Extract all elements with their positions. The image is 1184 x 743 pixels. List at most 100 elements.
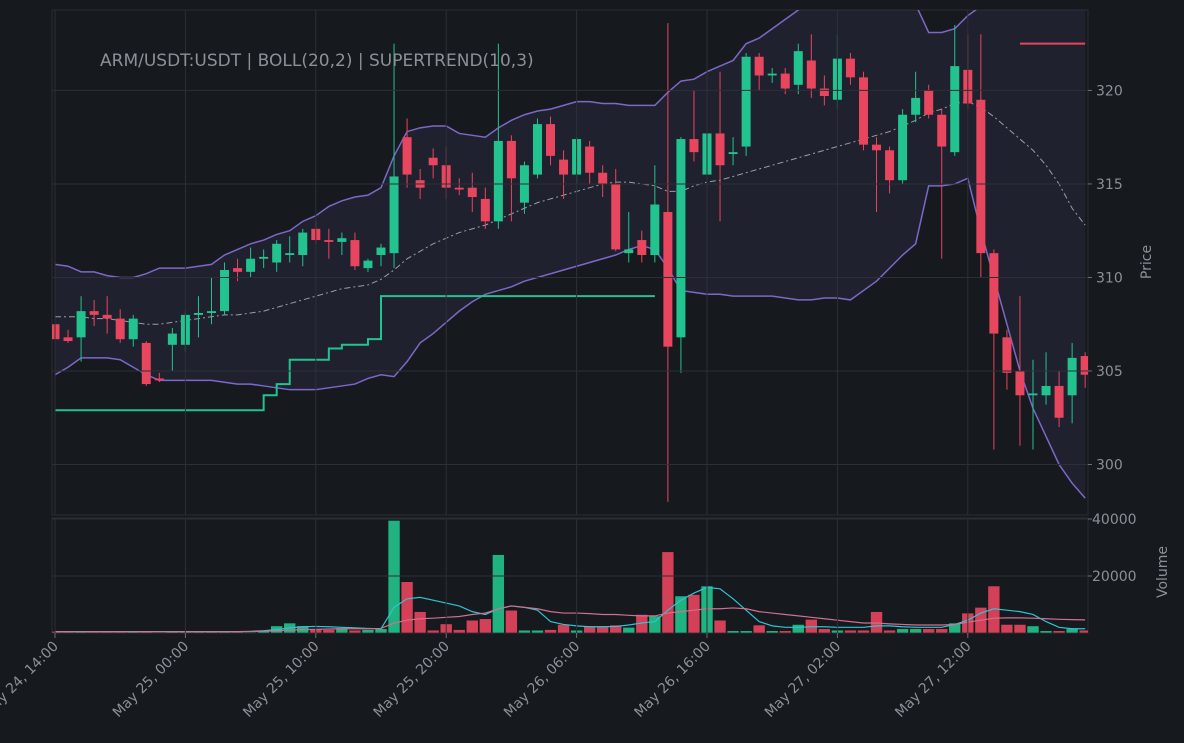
candle-body [1067, 357, 1077, 396]
candle-body [637, 240, 647, 256]
candle-body [428, 157, 438, 166]
volume-bar [818, 628, 831, 633]
candle-body [506, 140, 516, 179]
volume-bar [844, 629, 857, 633]
y-tick-label: 300 [1096, 458, 1123, 474]
candle-body [89, 311, 99, 315]
volume-ma-slow [55, 605, 1086, 633]
volume-bar [452, 629, 466, 633]
candle-body [976, 99, 986, 254]
candle-body [754, 56, 764, 76]
candle-body [337, 238, 347, 242]
volume-bar [557, 624, 570, 633]
candle-body [793, 51, 803, 85]
volume-bar [791, 624, 805, 633]
candle-body [363, 260, 373, 269]
volume-bar [361, 629, 375, 633]
candle-body [845, 58, 855, 78]
volume-bar [413, 611, 427, 633]
volume-bar [752, 624, 766, 633]
candle-body [767, 73, 777, 76]
candle-body [937, 114, 947, 147]
volume-bar [622, 626, 636, 633]
candle-body [898, 114, 908, 181]
volume-bar [739, 630, 753, 633]
volume-bar [1052, 630, 1066, 633]
candle-body [872, 144, 882, 151]
volume-bar [387, 520, 401, 633]
volume-bar [935, 628, 949, 633]
candle-body [1041, 385, 1051, 396]
volume-bar [687, 594, 701, 633]
candle-body [624, 249, 634, 254]
y-tick-label: 20000 [1092, 569, 1137, 585]
x-tick-label: May 27, 12:00 [892, 639, 974, 721]
candle-body [1028, 393, 1038, 396]
candle-body [728, 152, 738, 155]
candle-body [611, 183, 621, 250]
volume-bar [348, 629, 362, 633]
volume-bar [909, 628, 922, 633]
volume-bar [531, 629, 544, 633]
chart-title: ARM/USDT:USDT | BOLL(20,2) | SUPERTREND(… [100, 51, 534, 71]
y-axis-label: Volume [1155, 546, 1171, 598]
band-upper [54, 10, 977, 279]
volume-bar [896, 628, 909, 633]
volume-bar [465, 619, 479, 633]
candle-body [819, 88, 829, 97]
candle-body [480, 198, 490, 222]
volume-bar [1065, 628, 1079, 633]
band-fill [55, 10, 1086, 499]
volume-bar [883, 629, 896, 633]
candle-body [233, 268, 243, 272]
candle-body [76, 311, 86, 338]
candle-body [858, 77, 868, 145]
candle-body [285, 253, 295, 256]
candle-body [780, 73, 790, 89]
volume-bar [609, 624, 623, 633]
candle-body [911, 97, 921, 115]
candle-body [259, 256, 269, 259]
volume-bar [948, 622, 962, 633]
band-middle [55, 101, 1086, 325]
volume-bar [544, 629, 557, 633]
volume-bar [726, 630, 740, 633]
volume-bar [870, 611, 883, 633]
volume-bar [400, 581, 414, 633]
candle-body [298, 232, 308, 256]
candle-body [115, 318, 125, 340]
volume-bar [153, 632, 166, 633]
volume-bar [1000, 624, 1014, 633]
candle-body [272, 243, 282, 263]
volume-bar [596, 625, 609, 633]
candle-body [676, 139, 686, 338]
candle-body [1015, 370, 1025, 396]
candle-body [715, 133, 725, 166]
volume-bar [1039, 630, 1053, 633]
candle-body [532, 124, 542, 175]
candle-body [598, 172, 608, 184]
candle-body [167, 333, 177, 345]
candle-body [559, 159, 569, 175]
volume-bar [492, 554, 505, 633]
x-tick-label: May 25, 20:00 [371, 639, 453, 721]
candle-body [63, 337, 73, 342]
volume-bar [244, 631, 257, 633]
candle-body [154, 378, 164, 381]
candle-body [350, 240, 360, 267]
candle-body [193, 313, 203, 315]
x-tick-label: May 27, 02:00 [762, 639, 844, 721]
volume-bar [1026, 625, 1040, 633]
volume-bar [505, 609, 518, 633]
volume-bar [713, 619, 727, 633]
candle-body [52, 324, 60, 340]
y-axis-label: Price [1139, 245, 1155, 279]
candle-body [220, 269, 230, 312]
y-tick-label: 40000 [1092, 512, 1137, 528]
volume-bar [479, 618, 492, 633]
volume-bar [426, 629, 440, 633]
x-tick-label: May 25, 00:00 [110, 639, 192, 721]
y-tick-label: 320 [1096, 83, 1123, 99]
candle-body [1002, 337, 1012, 373]
volume-bar [322, 629, 336, 633]
